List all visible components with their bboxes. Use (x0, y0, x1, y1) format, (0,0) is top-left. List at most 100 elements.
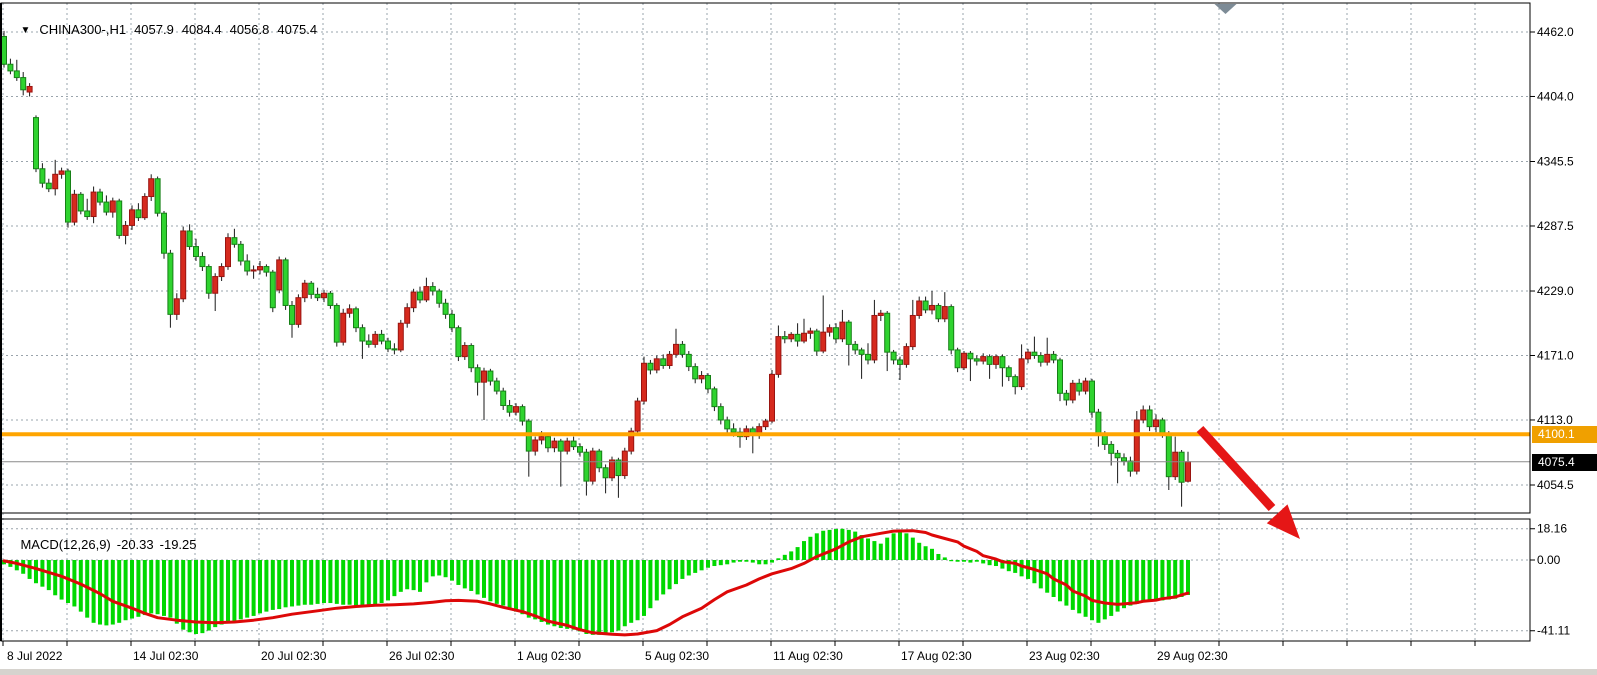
macd-histogram-bar (1000, 560, 1005, 569)
macd-histogram-bar (1045, 560, 1050, 593)
bear-candle (39, 168, 46, 184)
macd-histogram-bar (130, 560, 134, 619)
bear-candle (20, 77, 27, 91)
macd-histogram-bar (565, 560, 570, 629)
bull-candle (58, 170, 65, 175)
bear-candle (308, 282, 315, 295)
macd-histogram-bar (776, 558, 781, 560)
macd-histogram-bar (994, 560, 998, 567)
macd-histogram-bar (667, 560, 672, 590)
macd-histogram-bar (648, 560, 653, 609)
bull-candle (397, 322, 404, 351)
macd-histogram-bar (226, 560, 230, 622)
macd-histogram-bar (546, 560, 550, 625)
macd-histogram-bar (712, 560, 717, 567)
window-bottom-edge (0, 669, 1597, 675)
macd-histogram-bar (322, 560, 326, 604)
bear-candle (500, 390, 507, 407)
macd-histogram-bar (309, 560, 314, 605)
macd-histogram-bar (123, 560, 128, 621)
bear-candle (385, 340, 391, 350)
macd-histogram-bar (1147, 560, 1152, 602)
bull-candle (538, 436, 545, 441)
macd-histogram-bar (296, 560, 301, 606)
bull-candle (1153, 419, 1159, 428)
bull-candle (321, 292, 327, 299)
bear-candle (429, 286, 436, 292)
down-arrow-annotation[interactable] (1196, 425, 1276, 512)
macd-histogram-bar (194, 560, 198, 635)
down-arrow-head[interactable] (1266, 504, 1300, 539)
bull-candle (673, 343, 679, 355)
macd-axis-label: 18.16 (1537, 522, 1567, 536)
macd-signal-line (2, 529, 1190, 637)
price-axis-label: 4113.0 (1537, 413, 1573, 427)
macd-histogram-bar (328, 560, 333, 604)
macd-histogram-bar (1026, 560, 1030, 579)
macd-histogram-bar (642, 560, 646, 616)
macd-histogram-bar (162, 560, 166, 616)
bear-candle (353, 308, 359, 329)
bear-candle (45, 182, 52, 190)
bear-candle (1063, 392, 1070, 401)
macd-histogram-bar (1128, 560, 1133, 606)
bear-candle (1050, 353, 1057, 361)
bull-candle (1082, 380, 1089, 392)
bear-candle (717, 406, 724, 421)
bear-candle (193, 246, 199, 258)
macd-histogram-bar (757, 560, 762, 565)
macd-histogram-bar (514, 560, 518, 612)
macd-histogram-bar (27, 560, 32, 579)
bear-candle (858, 349, 865, 355)
time-axis-label: 14 Jul 02:30 (133, 649, 199, 663)
bear-candle (897, 359, 903, 365)
bear-candle (781, 336, 788, 340)
bear-candle (1114, 452, 1121, 459)
macd-histogram-bar (1032, 560, 1037, 584)
macd-histogram-bar (981, 560, 986, 564)
symbol-dropdown-icon[interactable]: ▼ (20, 25, 31, 36)
macd-histogram-bar (1006, 560, 1011, 572)
macd-histogram-bar (450, 560, 454, 581)
macd-histogram-bar (136, 560, 141, 617)
bull-candle (628, 430, 635, 452)
macd-histogram-bar (584, 560, 589, 635)
bear-candle (436, 290, 443, 304)
bull-candle (1185, 461, 1191, 482)
bear-candle (954, 349, 961, 369)
bull-candle (423, 286, 430, 301)
macd-histogram-bar (258, 560, 262, 614)
macd-histogram-bar (987, 560, 992, 566)
scroll-position-marker-icon[interactable] (1214, 4, 1237, 14)
macd-histogram-bar (782, 554, 787, 560)
macd-histogram-bar (264, 560, 269, 612)
macd-histogram-bar (437, 560, 442, 576)
bear-candle (135, 209, 142, 219)
bear-candle (314, 293, 321, 299)
bear-candle (973, 358, 980, 362)
bull-candle (90, 191, 97, 218)
macd-histogram-bar (398, 560, 403, 592)
macd-histogram-bar (174, 560, 179, 624)
macd-histogram-bar (78, 560, 83, 612)
macd-histogram-bar (891, 533, 896, 560)
bull-candle (141, 196, 148, 219)
bull-candle (609, 459, 615, 479)
bull-candle (257, 266, 263, 271)
macd-histogram-bar (955, 560, 960, 562)
bear-candle (231, 237, 238, 245)
bull-candle (71, 193, 78, 223)
macd-histogram-bar (46, 560, 51, 591)
bull-candle (340, 312, 347, 343)
macd-histogram-bar (366, 560, 371, 607)
macd-histogram-bar (1096, 560, 1101, 623)
macd-histogram-bar (814, 533, 819, 560)
macd-histogram-bar (795, 547, 800, 560)
macd-histogram-bar (731, 560, 736, 563)
macd-histogram-bar (424, 560, 429, 583)
bull-candle (122, 224, 129, 236)
bull-candle (839, 321, 846, 340)
macd-histogram-bar (571, 560, 576, 630)
bear-candle (922, 300, 929, 311)
